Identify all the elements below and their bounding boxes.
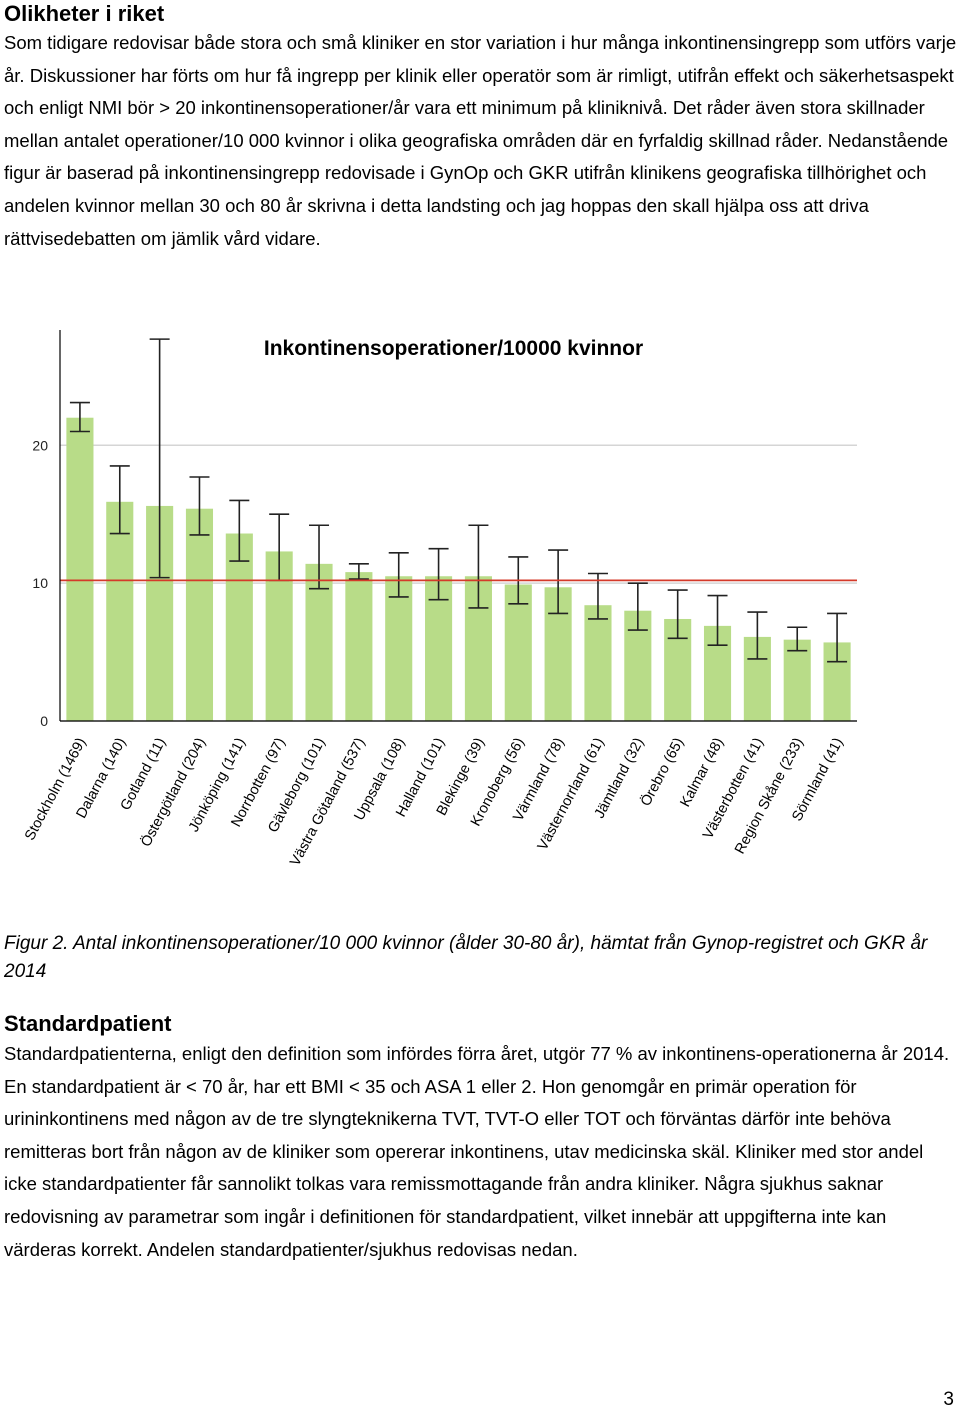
chart-bars bbox=[66, 417, 851, 721]
section-heading-olikheter: Olikheter i riket bbox=[4, 1, 165, 26]
section-paragraph-standardpatient: Standardpatienterna, enligt den definiti… bbox=[4, 1043, 950, 1260]
y-tick-label: 0 bbox=[40, 713, 48, 729]
bar bbox=[504, 584, 532, 721]
x-category-label: Västra Götaland (537) bbox=[287, 735, 368, 868]
y-tick-label: 10 bbox=[32, 575, 48, 591]
bar bbox=[305, 563, 333, 721]
bar bbox=[185, 508, 214, 721]
bar-chart: Inkontinensoperationer/10000 kvinnor 0 10… bbox=[22, 330, 857, 869]
chart-y-ticks: 0 10 20 bbox=[32, 437, 48, 729]
figure-caption: Figur 2. Antal inkontinensoperationer/10… bbox=[4, 933, 928, 982]
chart-error-bars bbox=[69, 338, 848, 663]
section-paragraph-olikheter: Som tidigare redovisar både stora och sm… bbox=[4, 32, 957, 249]
bar bbox=[225, 533, 253, 721]
bar bbox=[584, 605, 612, 721]
section-heading-standardpatient: Standardpatient bbox=[4, 1011, 172, 1036]
page-number: 3 bbox=[943, 1389, 954, 1410]
y-tick-label: 20 bbox=[32, 437, 48, 453]
chart-axes bbox=[59, 330, 857, 722]
bar bbox=[783, 639, 811, 721]
chart-title: Inkontinensoperationer/10000 kvinnor bbox=[264, 337, 643, 360]
chart-grid bbox=[60, 444, 857, 722]
chart-x-labels: Stockholm (1469)Dalarna (140)Gotland (11… bbox=[22, 734, 847, 868]
bar bbox=[106, 501, 134, 721]
bar bbox=[385, 576, 413, 721]
x-category-label: Stockholm (1469) bbox=[22, 735, 89, 843]
bar bbox=[66, 417, 94, 721]
bar bbox=[345, 572, 373, 721]
